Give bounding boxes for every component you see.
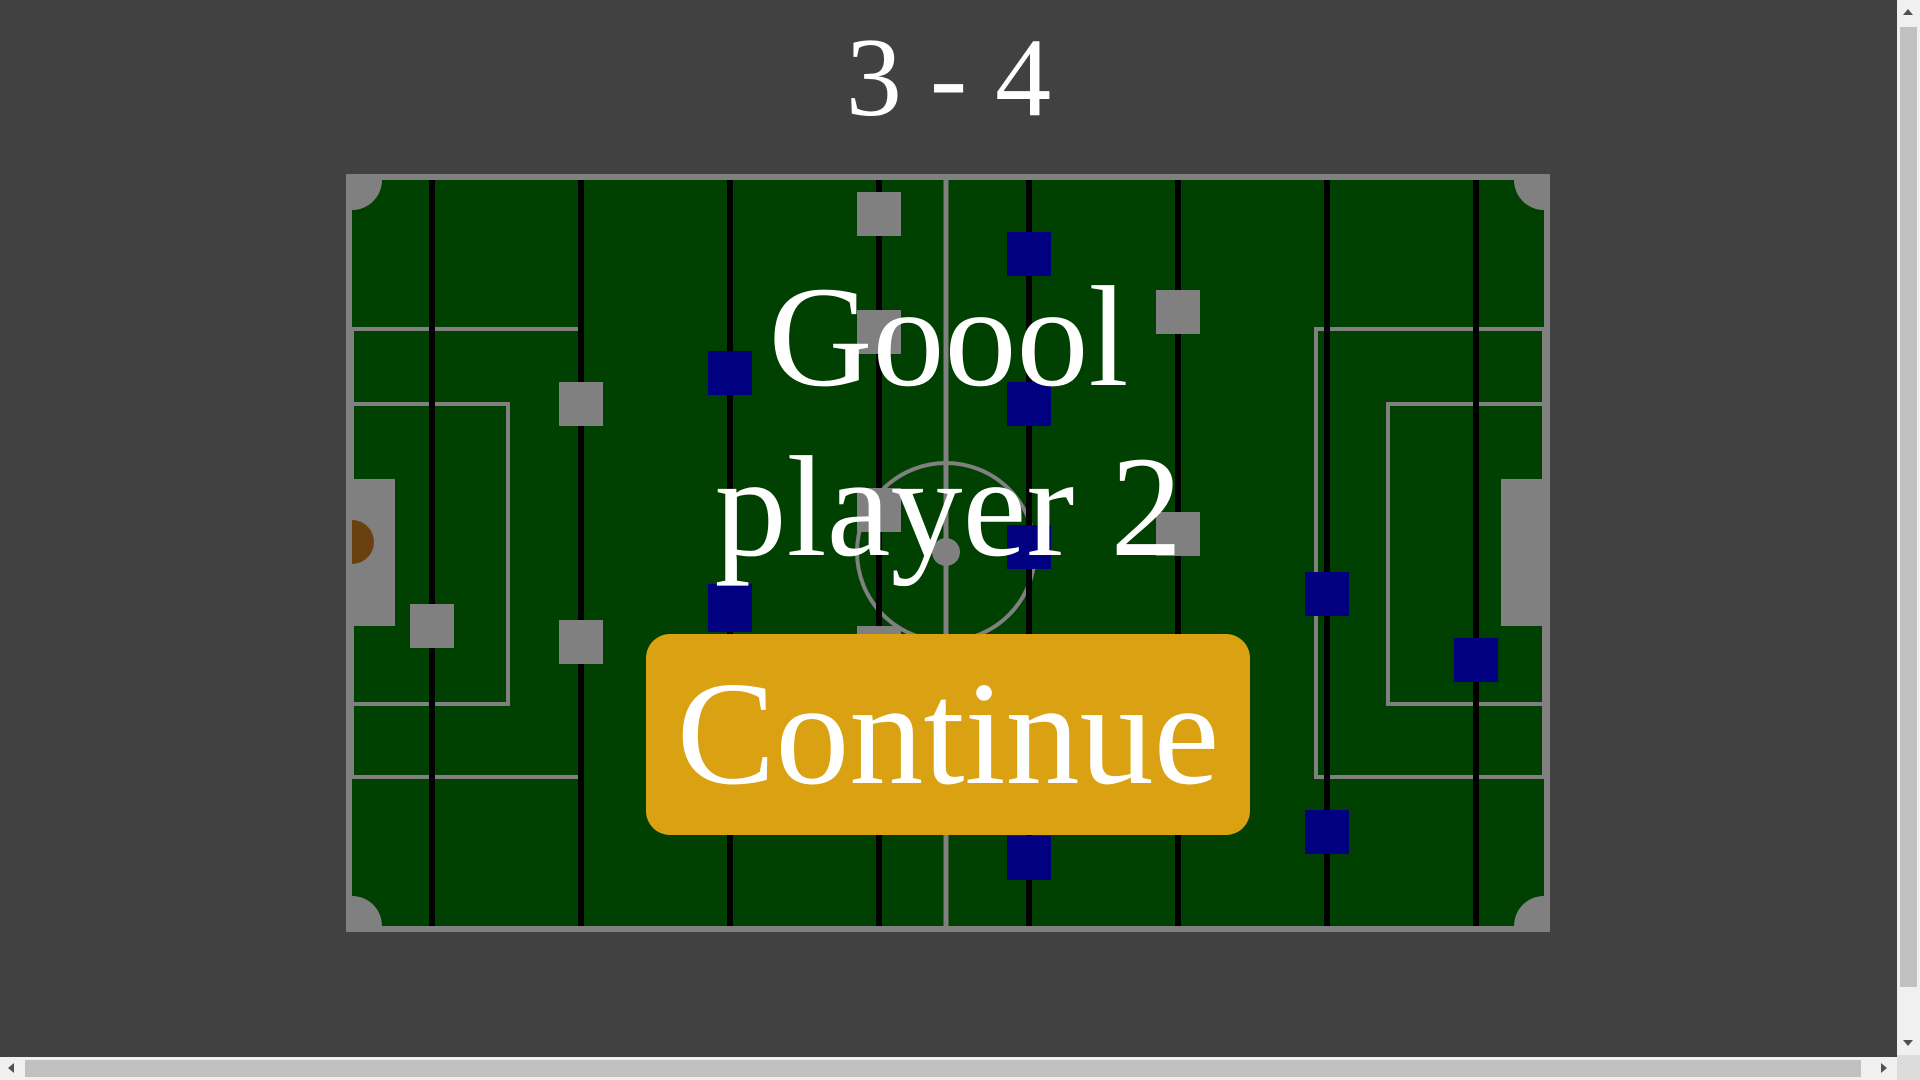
score-away: 4	[995, 16, 1052, 140]
player-team1-rod6-2	[1156, 512, 1200, 556]
player-team2-rod7-2	[1305, 810, 1349, 854]
player-team1-rod1-1	[410, 604, 454, 648]
ball	[352, 520, 374, 564]
corner-arc-bottom-right	[1514, 896, 1544, 926]
vertical-scrollbar-thumb[interactable]	[1900, 27, 1917, 987]
scroll-right-arrow-icon[interactable]	[1881, 1063, 1887, 1073]
player-team2-rod7-1	[1305, 572, 1349, 616]
scrollbar-corner	[1897, 1055, 1920, 1080]
scroll-up-arrow-icon[interactable]	[1903, 9, 1913, 15]
player-team1-rod2-1	[559, 382, 603, 426]
player-team2-rod5-1	[1007, 232, 1051, 276]
player-team1-rod4-3	[857, 488, 901, 532]
scoreboard: 3 - 4	[0, 18, 1897, 138]
score-home: 3	[845, 16, 902, 140]
horizontal-scrollbar[interactable]	[0, 1057, 1897, 1080]
center-spot	[932, 538, 960, 566]
player-team2-rod5-2	[1007, 382, 1051, 426]
continue-button[interactable]: Continue	[646, 634, 1250, 835]
player-team2-rod8-1	[1454, 638, 1498, 682]
player-team1-rod4-2	[857, 310, 901, 354]
player-team1-rod2-2	[559, 620, 603, 664]
corner-arc-top-right	[1514, 180, 1544, 210]
corner-arc-bottom-left	[352, 896, 382, 926]
goal-right	[1501, 479, 1544, 626]
player-team1-rod6-1	[1156, 290, 1200, 334]
vertical-scrollbar[interactable]	[1897, 0, 1920, 1055]
score-separator: -	[929, 16, 968, 140]
scroll-left-arrow-icon[interactable]	[8, 1063, 14, 1073]
player-team2-rod3-3	[708, 584, 752, 628]
player-team2-rod5-3	[1007, 525, 1051, 569]
player-team1-rod4-1	[857, 192, 901, 236]
player-team2-rod5-5	[1007, 836, 1051, 880]
scroll-down-arrow-icon[interactable]	[1903, 1040, 1913, 1046]
foosball-field[interactable]	[346, 174, 1550, 932]
corner-arc-top-left	[352, 180, 382, 210]
player-team2-rod3-1	[708, 351, 752, 395]
horizontal-scrollbar-thumb[interactable]	[25, 1060, 1861, 1077]
